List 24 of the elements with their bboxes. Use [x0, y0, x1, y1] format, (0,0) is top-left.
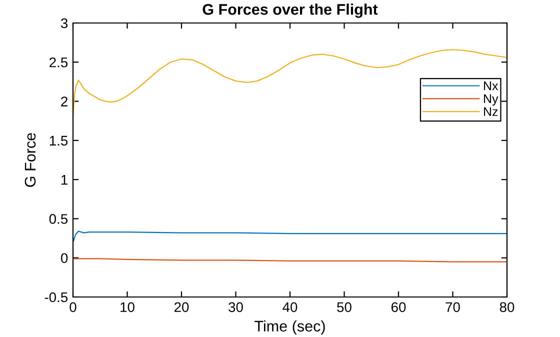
legend-label: Nx [484, 82, 498, 90]
x-tick-label: 30 [228, 302, 243, 312]
x-tick-label: 40 [282, 302, 298, 312]
x-tick-label: 20 [174, 302, 189, 312]
line-series [73, 230, 507, 243]
y-tick-label: 1.5 [50, 136, 68, 146]
y-tick-label: 2.5 [50, 57, 68, 68]
x-axis-title: Time (sec) [254, 320, 325, 335]
x-tick-label: 70 [446, 302, 460, 312]
y-axis-title: G Force [24, 133, 36, 187]
y-tick-label: 3 [60, 18, 68, 28]
chart-title: G Forces over the Flight [202, 4, 378, 18]
x-tick-label: 0 [70, 302, 76, 312]
y-tick-label: -0.5 [44, 292, 68, 302]
x-tick-label: 80 [500, 302, 514, 312]
legend-label: Ny [484, 94, 498, 106]
y-tick-label: 0.5 [49, 214, 68, 224]
x-tick-label: 60 [391, 302, 406, 312]
y-tick-label: 1 [61, 175, 68, 185]
y-tick-label: 0 [60, 253, 68, 264]
y-tick-label: 2 [61, 96, 68, 106]
x-tick-label: 50 [337, 302, 352, 312]
x-tick-label: 10 [120, 302, 134, 312]
legend-label: Nz [484, 107, 498, 116]
